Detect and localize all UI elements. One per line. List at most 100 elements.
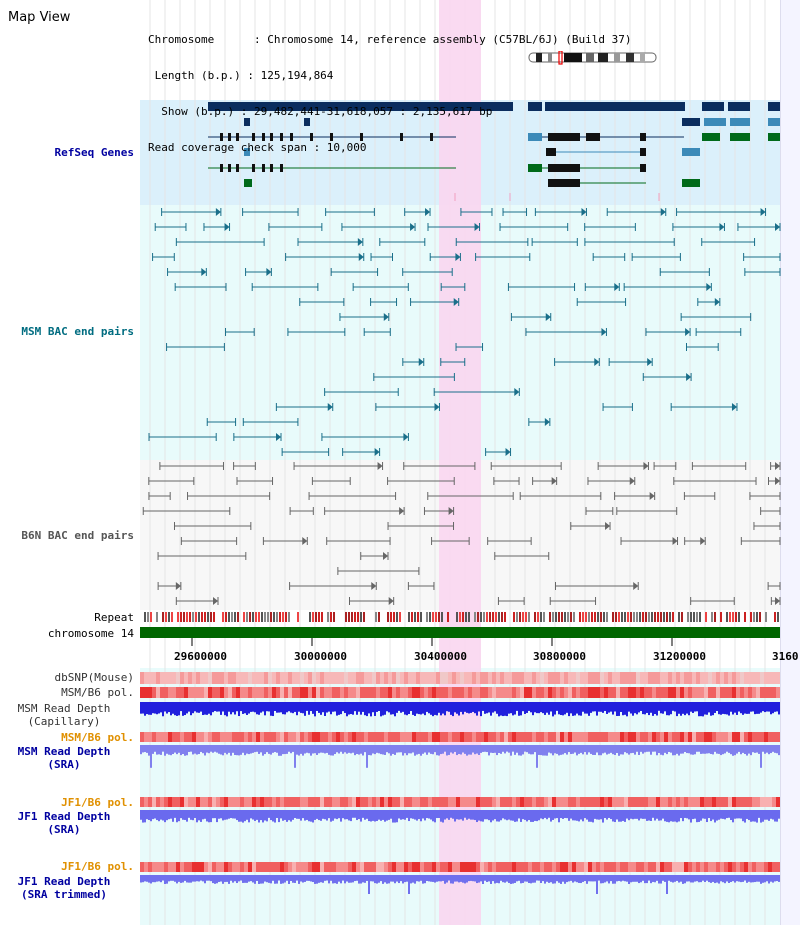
heat-cell xyxy=(164,797,168,807)
chromosome-ideogram[interactable] xyxy=(528,51,658,65)
depth-bar xyxy=(258,810,260,823)
depth-bar xyxy=(536,810,538,822)
repeat-mark xyxy=(513,612,515,622)
depth-bar xyxy=(434,810,436,823)
depth-bar xyxy=(296,745,298,755)
depth-bar xyxy=(714,702,716,713)
depth-bar xyxy=(366,810,368,819)
depth-bar xyxy=(614,745,616,755)
depth-bar xyxy=(322,745,324,753)
msm-bac-label[interactable]: MSM BAC end pairs xyxy=(21,325,134,338)
depth-bar xyxy=(342,702,344,712)
depth-bar xyxy=(554,745,556,754)
depth-bar xyxy=(638,702,640,713)
depth-bar xyxy=(674,702,676,712)
depth-bar xyxy=(772,810,774,820)
depth-bar xyxy=(524,702,526,714)
depth-bar xyxy=(592,702,594,712)
jf1-pol-label-2[interactable]: JF1/B6 pol. xyxy=(61,860,134,873)
depth-bar xyxy=(630,810,632,819)
depth-bar xyxy=(326,810,328,821)
heat-cell xyxy=(180,672,184,684)
depth-bar xyxy=(268,875,270,883)
depth-bar xyxy=(498,745,500,753)
heat-cell xyxy=(220,797,224,807)
depth-bar xyxy=(228,875,230,884)
dbsnp-label[interactable]: dbSNP(Mouse) xyxy=(54,671,134,684)
jf1-depth-sra-label[interactable]: JF1 Read Depth (SRA) xyxy=(17,810,111,836)
gene-feature xyxy=(682,179,700,187)
depth-bar xyxy=(474,875,476,882)
depth-bar xyxy=(336,875,338,884)
depth-bar xyxy=(198,875,200,882)
bac-arrow xyxy=(357,238,363,246)
repeat-mark xyxy=(549,612,551,622)
bac-arrow xyxy=(276,433,282,441)
repeat-mark xyxy=(210,612,212,622)
depth-bar xyxy=(306,702,308,711)
depth-bar xyxy=(284,702,286,715)
jf1-depth-trimmed-label[interactable]: JF1 Read Depth (SRA trimmed) xyxy=(17,875,111,901)
heat-cell xyxy=(308,672,312,684)
depth-bar xyxy=(590,702,592,713)
repeat-mark xyxy=(249,612,251,622)
repeat-mark xyxy=(147,612,149,622)
heat-cell xyxy=(548,687,552,698)
depth-bar xyxy=(348,745,350,753)
bac-arrow xyxy=(686,373,692,381)
repeat-mark xyxy=(477,612,479,622)
depth-bar xyxy=(204,875,206,884)
heat-cell xyxy=(196,797,200,807)
depth-bar xyxy=(272,875,274,881)
bac-arrow xyxy=(731,403,737,411)
depth-bar xyxy=(542,702,544,714)
depth-bar xyxy=(302,810,304,819)
heat-cell xyxy=(560,862,564,872)
depth-bar xyxy=(328,875,330,884)
depth-bar xyxy=(474,810,476,821)
bac-arrow xyxy=(266,268,272,276)
heat-cell xyxy=(188,672,192,684)
msm-pol-label-2[interactable]: MSM/B6 pol. xyxy=(61,731,134,744)
heat-cell xyxy=(216,687,220,698)
b6n-bac-label[interactable]: B6N BAC end pairs xyxy=(21,529,134,542)
depth-bar xyxy=(628,702,630,712)
depth-bar xyxy=(770,702,772,715)
depth-bar xyxy=(418,875,420,882)
depth-bar xyxy=(434,702,436,715)
depth-bar xyxy=(248,745,250,755)
depth-bar xyxy=(298,702,300,712)
depth-bar xyxy=(350,745,352,754)
depth-bar xyxy=(750,702,752,712)
depth-bar xyxy=(252,875,254,883)
msm-depth-sra-label[interactable]: MSM Read Depth (SRA) xyxy=(17,745,111,771)
heat-cell xyxy=(428,672,432,684)
depth-bar xyxy=(526,810,528,822)
heat-cell xyxy=(408,862,412,872)
heat-cell xyxy=(584,687,588,698)
refseq-genes-label[interactable]: RefSeq Genes xyxy=(54,146,134,159)
depth-bar xyxy=(772,745,774,752)
depth-bar xyxy=(726,745,728,752)
heat-cell xyxy=(648,672,652,684)
depth-bar xyxy=(778,745,780,756)
depth-bar xyxy=(298,875,300,884)
msm-pol-label[interactable]: MSM/B6 pol. xyxy=(61,686,134,699)
heat-cell xyxy=(624,732,628,742)
depth-bar xyxy=(768,875,770,884)
depth-bar xyxy=(684,875,686,884)
depth-bar xyxy=(296,702,298,716)
depth-bar xyxy=(518,745,520,756)
depth-bar xyxy=(770,875,772,882)
heat-cell xyxy=(168,672,172,684)
heat-cell xyxy=(308,862,312,872)
msm-depth-capillary-label[interactable]: MSM Read Depth (Capillary) xyxy=(17,702,111,728)
depth-bar xyxy=(416,702,418,714)
jf1-pol-label[interactable]: JF1/B6 pol. xyxy=(61,796,134,809)
depth-bar xyxy=(340,810,342,822)
depth-bar xyxy=(532,875,534,883)
heat-cell xyxy=(208,672,212,684)
heat-cell xyxy=(756,672,760,684)
repeat-mark xyxy=(351,612,353,622)
